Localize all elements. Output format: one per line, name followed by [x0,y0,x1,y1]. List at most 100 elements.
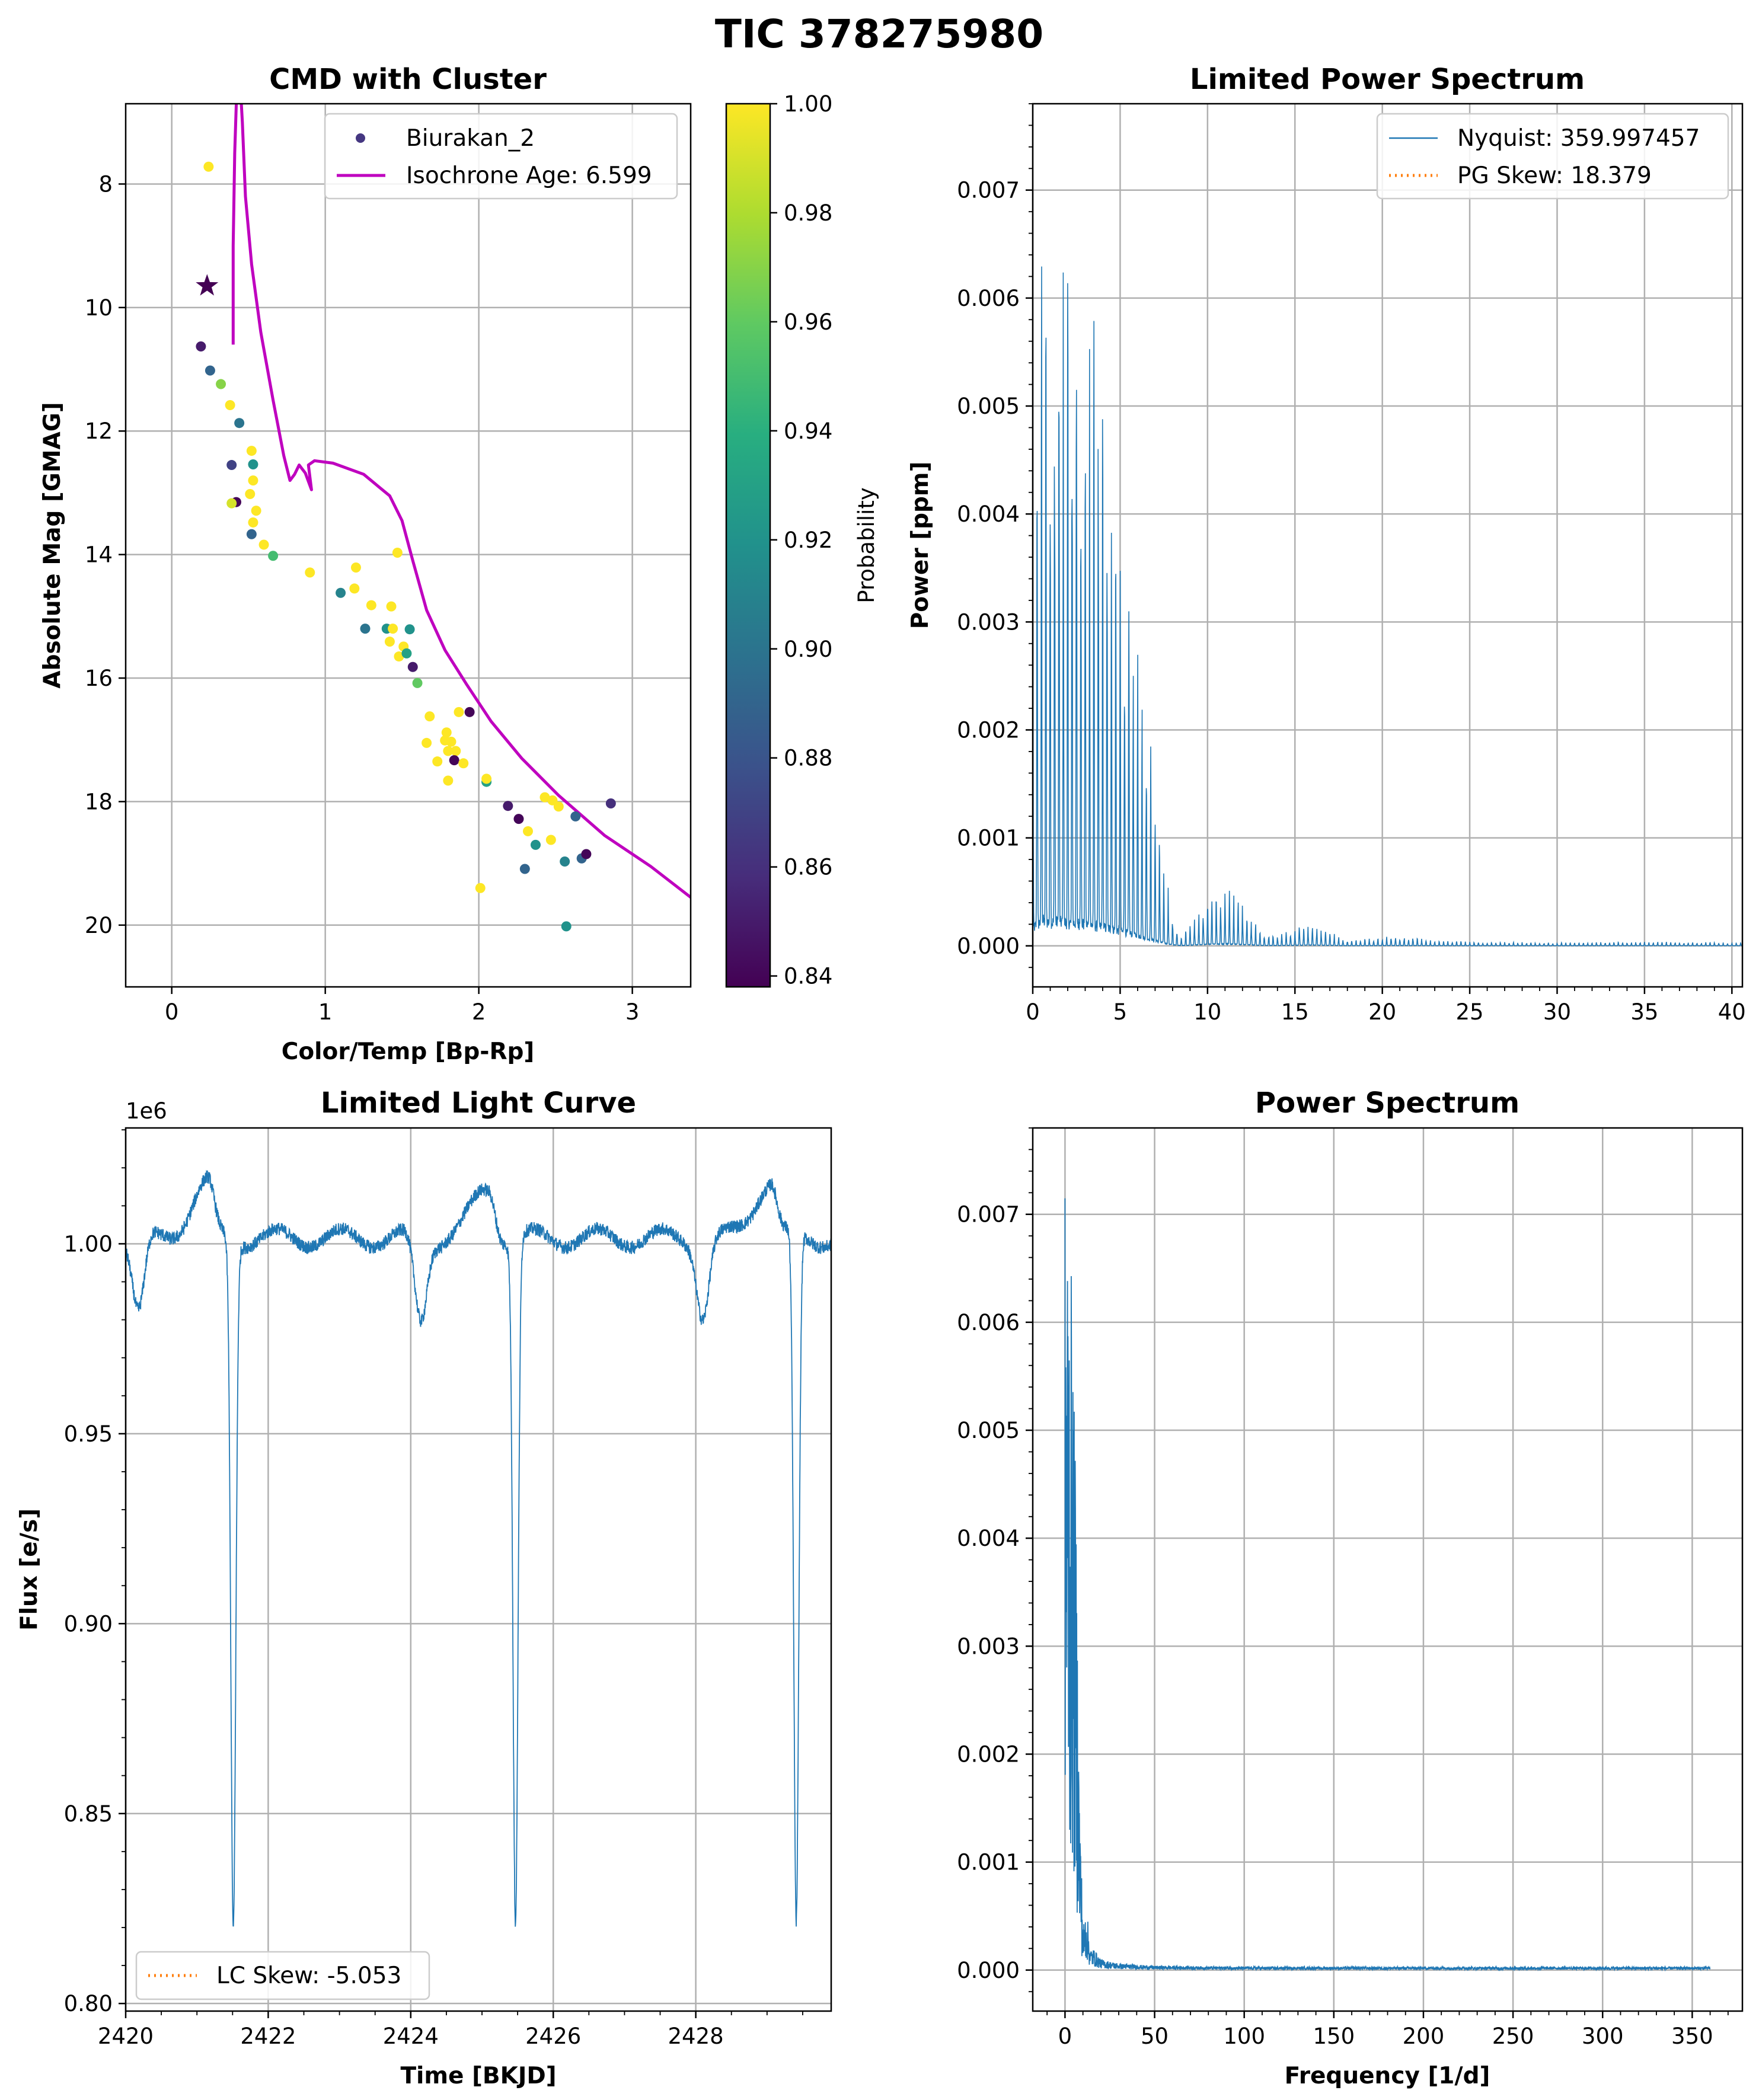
member-point [407,661,418,672]
light-curve-x-ticks: 2420 2422 2424 2426 2428 [98,2011,803,2049]
y-tick-label: 8 [98,171,113,197]
colorbar-frame [725,103,771,988]
member-point [305,567,315,578]
x-tick-label: 1 [318,999,333,1025]
member-point [226,498,237,509]
limited-ps-x-ticks: 0 5 10 15 20 25 30 35 40 [1026,987,1746,1025]
member-point [475,883,486,893]
y-tick-label: 0.80 [64,1991,113,2016]
member-point [530,839,541,850]
y-tick-label: 0.005 [957,1418,1020,1443]
x-tick-label: 250 [1492,2024,1534,2049]
light-curve-y-ticks: 0.80 0.85 0.90 0.95 1.00 [64,1129,126,2016]
colorbar-tick-label: 0.90 [784,637,832,662]
cmd-y-ticks: 8 10 12 14 16 18 20 [85,171,126,938]
y-tick-label: 0.001 [957,1850,1020,1875]
cmd-axes-frame [124,103,692,988]
limited-ps-axes-frame [1032,103,1744,988]
member-point [248,517,258,528]
x-tick-label: 3 [625,999,640,1025]
light-curve-axes-frame [124,1127,832,2012]
member-point [422,737,432,748]
x-tick-label: 350 [1671,2024,1713,2049]
member-point [248,459,258,470]
y-tick-label: 0.004 [957,501,1020,527]
member-point [449,755,459,766]
y-tick-label: 0.001 [957,826,1020,851]
member-point [545,835,556,845]
y-tick-label: 20 [85,913,113,938]
cmd-legend-label-isochrone: Isochrone Age: 6.599 [406,162,652,189]
x-tick-label: 5 [1113,999,1128,1025]
colorbar-tick-label: 0.92 [784,528,832,553]
member-point [481,773,492,784]
member-point [366,600,376,610]
power-spectrum-title: Power Spectrum [1255,1086,1519,1120]
colorbar-tick-label: 0.88 [784,746,832,771]
limited-ps-series [1032,266,1742,947]
limited-ps-y-label: Power [ppm] [907,462,934,629]
member-point [441,727,452,738]
light-curve-x-label: Time [BKJD] [400,2063,556,2089]
member-point [458,758,469,769]
y-tick-label: 1.00 [64,1231,113,1257]
member-point [464,707,475,717]
member-point [336,587,346,598]
member-point [519,864,530,874]
x-tick-label: 35 [1630,999,1658,1025]
y-tick-label: 16 [85,666,113,691]
member-point [196,341,206,351]
light-curve-title: Limited Light Curve [321,1086,636,1120]
light-curve-series [125,1169,832,1927]
member-point [404,624,415,635]
x-tick-label: 2420 [98,2024,154,2049]
y-tick-label: 0.003 [957,609,1020,635]
power-spectrum-x-ticks: 0 50 100 150 200 250 300 350 [1046,2011,1729,2049]
member-point [392,548,403,558]
y-tick-label: 0.90 [64,1611,113,1636]
y-tick-label: 0.007 [957,178,1020,203]
light-curve-legend-box [135,1951,430,2000]
member-point [203,161,214,172]
member-point [246,446,257,456]
power-spectrum-x-label: Frequency [1/d] [1285,2063,1490,2089]
y-tick-label: 0.005 [957,394,1020,419]
colorbar-tick-label: 0.84 [784,964,832,989]
y-tick-label: 0.006 [957,1310,1020,1335]
cmd-legend-marker-members [356,133,365,143]
x-tick-label: 2428 [668,2024,724,2049]
x-tick-label: 2422 [240,2024,296,2049]
member-point [451,746,461,756]
light-curve-legend: LC Skew: -5.053 [135,1951,430,2000]
y-tick-label: 0.004 [957,1526,1020,1551]
colorbar-tick-label: 1.00 [784,91,832,117]
y-tick-label: 0.85 [64,1801,113,1827]
member-point [234,418,245,429]
colorbar: 0.84 0.86 0.88 0.90 0.92 0.94 0.96 0.98 1.00 Pro… [725,91,879,989]
limited-ps-curve [1032,266,1742,947]
cmd-members [196,161,616,932]
cmd-title: CMD with Cluster [269,63,547,96]
member-point [443,775,454,786]
member-point [248,475,258,486]
x-tick-label: 20 [1368,999,1396,1025]
y-tick-label: 18 [85,789,113,814]
power-spectrum-series [1064,1198,1711,1972]
member-point [388,624,398,634]
y-tick-label: 12 [85,418,113,444]
member-point [446,736,456,747]
member-point [412,677,423,688]
target-star-marker [196,274,219,296]
light-curve-legend-label-skew: LC Skew: -5.053 [216,1962,401,1989]
limited-light-curve-panel: Limited Light Curve 1e6 2420 2422 2424 2426… [16,1086,832,2089]
x-tick-label: 2424 [383,2024,439,2049]
member-point [386,601,397,612]
cmd-x-ticks: 0 1 2 3 [165,987,639,1025]
member-point [360,624,371,634]
member-point [251,506,261,516]
x-tick-label: 0 [165,999,179,1025]
member-point [553,801,564,812]
limited-power-spectrum-panel: Limited Power Spectrum 0 5 10 15 20 25 30 35 40 … [907,63,1746,1025]
member-point [268,551,279,561]
